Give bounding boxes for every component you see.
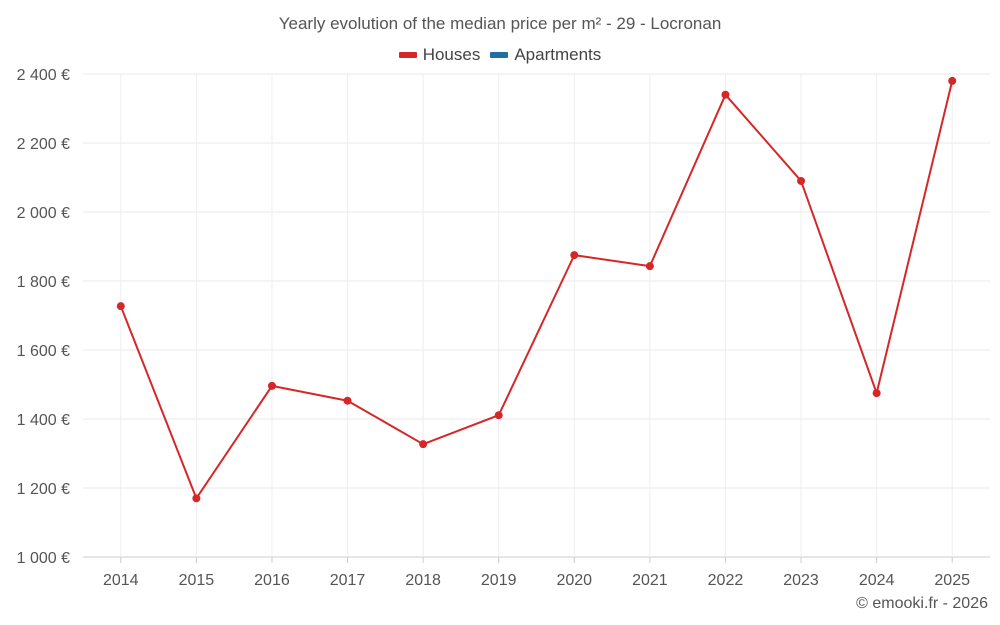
y-tick-label: 1 200 € (17, 481, 70, 498)
legend-item-houses[interactable]: Houses (398, 45, 481, 65)
data-point-houses[interactable] (797, 176, 806, 185)
data-point-houses[interactable] (645, 262, 654, 271)
x-tick-label: 2017 (330, 572, 366, 589)
axes: 1 000 € 1 200 € 1 400 € 1 600 € 1 800 € 2 000… (17, 67, 970, 589)
data-point-houses[interactable] (419, 440, 428, 449)
credit: © emooki.fr - 2026 (856, 595, 988, 612)
data-point-houses[interactable] (948, 76, 957, 85)
x-tick-label: 2024 (859, 572, 895, 589)
y-tick-label: 1 000 € (17, 550, 70, 567)
x-tick-label: 2019 (481, 572, 517, 589)
grid (83, 73, 990, 558)
x-tick-label: 2018 (405, 572, 441, 589)
x-tick-label: 2015 (179, 572, 215, 589)
legend-swatch-houses (398, 52, 417, 58)
y-tick-label: 2 200 € (17, 136, 70, 153)
legend-label-apartments: Apartments (514, 45, 602, 64)
series (116, 76, 957, 503)
legend-swatch-apartments (490, 52, 509, 58)
x-tick-label: 2023 (783, 572, 819, 589)
y-tick-label: 1 600 € (17, 343, 70, 360)
x-tick-label: 2025 (934, 572, 970, 589)
data-point-houses[interactable] (343, 396, 352, 405)
x-tick-label: 2020 (556, 572, 592, 589)
data-point-houses[interactable] (872, 389, 881, 398)
y-tick-label: 1 400 € (17, 412, 70, 429)
data-point-houses[interactable] (570, 251, 579, 260)
data-point-houses[interactable] (267, 381, 276, 390)
data-point-houses[interactable] (116, 302, 125, 311)
data-point-houses[interactable] (721, 90, 730, 99)
y-tick-label: 2 400 € (17, 67, 70, 84)
legend: Houses Apartments (0, 45, 1000, 65)
x-tick-label: 2022 (708, 572, 744, 589)
legend-item-apartments[interactable]: Apartments (490, 45, 601, 65)
data-point-houses[interactable] (192, 494, 201, 503)
legend-label-houses: Houses (422, 45, 481, 64)
series-line-houses (119, 80, 954, 500)
chart-title: Yearly evolution of the median price per… (278, 14, 722, 33)
data-point-houses[interactable] (494, 411, 503, 420)
x-tick-label: 2021 (632, 572, 668, 589)
x-tick-label: 2014 (103, 572, 139, 589)
x-tick-label: 2016 (254, 572, 290, 589)
y-tick-label: 2 000 € (17, 205, 70, 222)
y-tick-label: 1 800 € (17, 274, 70, 291)
